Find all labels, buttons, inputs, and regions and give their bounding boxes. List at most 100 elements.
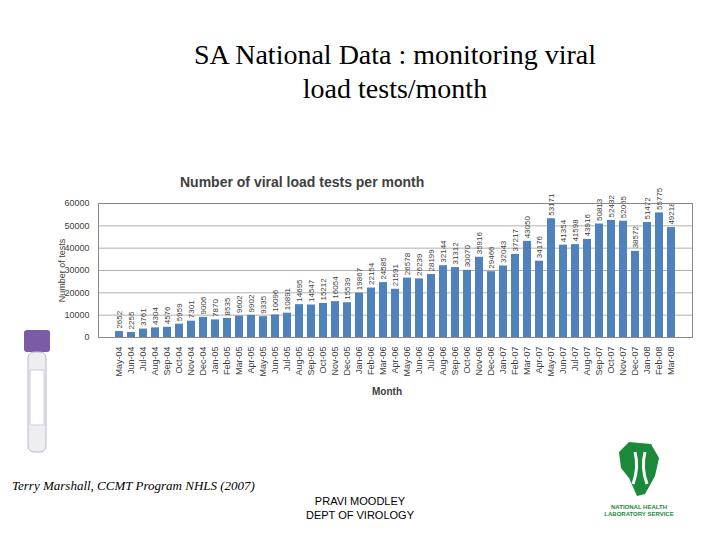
svg-text:Oct-04: Oct-04 <box>174 347 184 374</box>
svg-text:Apr-06: Apr-06 <box>390 347 400 374</box>
svg-text:40000: 40000 <box>64 243 89 253</box>
svg-text:55775: 55775 <box>655 187 664 210</box>
svg-text:Apr-07: Apr-07 <box>534 347 544 374</box>
svg-text:Dec-06: Dec-06 <box>486 347 496 376</box>
svg-text:Feb-06: Feb-06 <box>366 347 376 376</box>
svg-text:37217: 37217 <box>511 229 520 252</box>
svg-text:Jan-07: Jan-07 <box>498 347 508 375</box>
svg-text:8535: 8535 <box>223 297 232 315</box>
svg-text:Apr-05: Apr-05 <box>246 347 256 374</box>
svg-text:16054: 16054 <box>331 276 340 299</box>
svg-text:Mar-07: Mar-07 <box>522 347 532 376</box>
svg-text:Number of tests: Number of tests <box>57 238 67 302</box>
svg-text:14547: 14547 <box>307 279 316 302</box>
svg-text:Jul-05: Jul-05 <box>282 347 292 372</box>
svg-text:30000: 30000 <box>64 265 89 275</box>
svg-text:51472: 51472 <box>643 197 652 220</box>
svg-text:32144: 32144 <box>439 240 448 263</box>
svg-text:5959: 5959 <box>175 303 184 321</box>
svg-text:Sep-05: Sep-05 <box>306 347 316 376</box>
svg-text:Jun-07: Jun-07 <box>558 347 568 375</box>
svg-text:Nov-06: Nov-06 <box>474 347 484 376</box>
svg-text:Jul-07: Jul-07 <box>570 347 580 372</box>
svg-text:41598: 41598 <box>571 219 580 242</box>
svg-text:Sep-07: Sep-07 <box>594 347 604 376</box>
svg-text:Feb-05: Feb-05 <box>222 347 232 376</box>
svg-text:Nov-07: Nov-07 <box>618 347 628 376</box>
svg-text:9602: 9602 <box>235 295 244 313</box>
svg-text:Aug-07: Aug-07 <box>582 347 592 376</box>
svg-text:49218: 49218 <box>667 202 676 225</box>
svg-text:May-07: May-07 <box>546 347 556 377</box>
svg-text:4304: 4304 <box>151 307 160 325</box>
svg-text:Jun-06: Jun-06 <box>414 347 424 375</box>
svg-text:Jul-06: Jul-06 <box>426 347 436 372</box>
svg-text:Dec-07: Dec-07 <box>630 347 640 376</box>
svg-text:52432: 52432 <box>607 195 616 218</box>
svg-text:Jan-05: Jan-05 <box>210 347 220 375</box>
svg-text:20000: 20000 <box>64 288 89 298</box>
svg-text:35916: 35916 <box>475 231 484 254</box>
svg-text:Mar-08: Mar-08 <box>666 347 676 376</box>
svg-text:31312: 31312 <box>451 242 460 265</box>
svg-text:29466: 29466 <box>487 246 496 269</box>
svg-text:Jan-08: Jan-08 <box>642 347 652 375</box>
svg-text:7301: 7301 <box>187 300 196 318</box>
svg-text:Jun-04: Jun-04 <box>126 347 136 375</box>
svg-text:Oct-06: Oct-06 <box>462 347 472 374</box>
svg-text:50000: 50000 <box>64 221 89 231</box>
svg-text:Jun-05: Jun-05 <box>270 347 280 375</box>
svg-text:Jan-06: Jan-06 <box>354 347 364 375</box>
svg-text:4576: 4576 <box>163 306 172 324</box>
svg-text:52065: 52065 <box>619 195 628 218</box>
svg-text:30070: 30070 <box>463 245 472 268</box>
svg-text:43050: 43050 <box>523 216 532 239</box>
svg-text:14695: 14695 <box>295 279 304 302</box>
svg-text:19867: 19867 <box>355 267 364 290</box>
svg-text:Dec-04: Dec-04 <box>198 347 208 376</box>
svg-text:May-04: May-04 <box>114 347 124 377</box>
svg-text:21591: 21591 <box>391 263 400 286</box>
svg-text:60000: 60000 <box>64 198 89 208</box>
svg-text:May-06: May-06 <box>402 347 412 377</box>
svg-text:Mar-05: Mar-05 <box>234 347 244 376</box>
svg-text:10096: 10096 <box>271 289 280 312</box>
svg-text:Aug-04: Aug-04 <box>150 347 160 376</box>
svg-text:Sep-04: Sep-04 <box>162 347 172 376</box>
svg-text:Sep-06: Sep-06 <box>450 347 460 376</box>
svg-text:7870: 7870 <box>211 299 220 317</box>
svg-text:22154: 22154 <box>367 262 376 285</box>
svg-text:Nov-04: Nov-04 <box>186 347 196 376</box>
svg-text:24585: 24585 <box>379 257 388 280</box>
svg-text:53171: 53171 <box>547 193 556 216</box>
svg-text:May-05: May-05 <box>258 347 268 377</box>
svg-text:38572: 38572 <box>631 226 640 249</box>
svg-text:2652: 2652 <box>115 310 124 328</box>
svg-text:43916: 43916 <box>583 214 592 237</box>
svg-text:50813: 50813 <box>595 198 604 221</box>
svg-text:Aug-05: Aug-05 <box>294 347 304 376</box>
svg-text:32043: 32043 <box>499 240 508 263</box>
svg-text:Oct-07: Oct-07 <box>606 347 616 374</box>
svg-text:Feb-07: Feb-07 <box>510 347 520 376</box>
svg-text:0: 0 <box>84 332 89 342</box>
svg-text:Oct-05: Oct-05 <box>318 347 328 374</box>
svg-text:Nov-05: Nov-05 <box>330 347 340 376</box>
svg-text:26239: 26239 <box>415 253 424 276</box>
svg-text:9902: 9902 <box>247 294 256 312</box>
svg-text:Jul-04: Jul-04 <box>138 347 148 372</box>
svg-text:10891: 10891 <box>283 287 292 310</box>
svg-text:2255: 2255 <box>127 311 136 329</box>
svg-text:28199: 28199 <box>427 249 436 272</box>
svg-text:15539: 15539 <box>343 277 352 300</box>
svg-text:41354: 41354 <box>559 219 568 242</box>
svg-text:15212: 15212 <box>319 278 328 301</box>
svg-text:Aug-06: Aug-06 <box>438 347 448 376</box>
svg-text:Dec-05: Dec-05 <box>342 347 352 376</box>
svg-text:Mar-06: Mar-06 <box>378 347 388 376</box>
svg-text:9335: 9335 <box>259 295 268 313</box>
svg-text:10000: 10000 <box>64 310 89 320</box>
svg-text:26578: 26578 <box>403 252 412 275</box>
svg-text:34176: 34176 <box>535 235 544 258</box>
svg-text:3761: 3761 <box>139 308 148 326</box>
